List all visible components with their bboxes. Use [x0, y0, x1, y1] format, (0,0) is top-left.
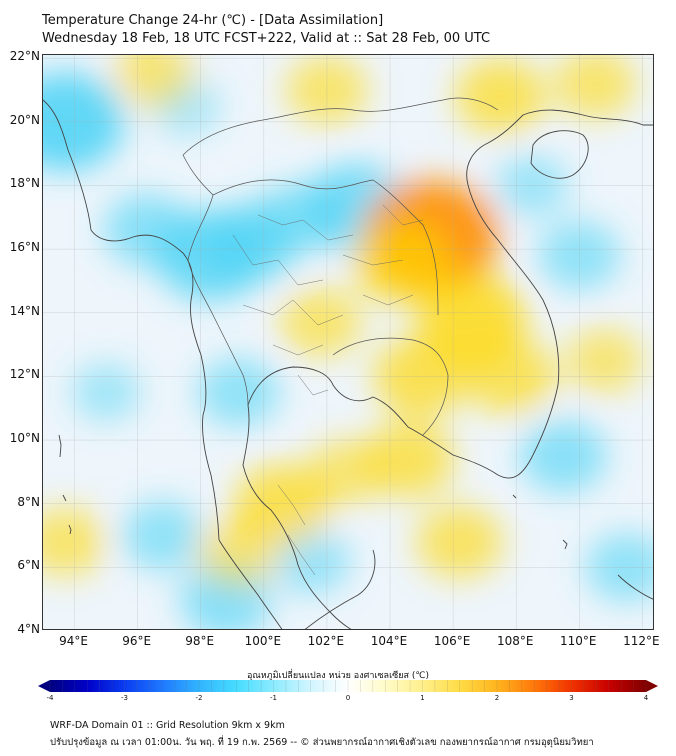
colorbar-max-extend: [646, 680, 658, 692]
colorbar-tick-label: -1: [270, 694, 277, 702]
laos-border: [212, 179, 439, 316]
colorbar-title: อุณหภูมิเปลี่ยนแปลง หน่วย องศาเซลเซียส (…: [246, 671, 430, 681]
latitude-label: 4°N: [17, 622, 40, 636]
footer-model-info: WRF-DA Domain 01 :: Grid Resolution 9km …: [50, 720, 285, 731]
latitude-label: 8°N: [17, 494, 40, 509]
andaman-islands: [58, 434, 72, 535]
longitude-label: 106°E: [433, 634, 471, 648]
latitude-label: 20°N: [9, 112, 40, 127]
latitude-label: 10°N: [9, 431, 40, 446]
temperature-anomaly-17: [352, 219, 453, 304]
colorbar: [38, 680, 658, 692]
colorbar-tick-label: -3: [121, 694, 128, 702]
colorbar-tick-label: 2: [494, 694, 500, 702]
colorbar-tick-label: 0: [345, 694, 351, 702]
lat-lon-grid: [43, 55, 653, 629]
longitude-label: 112°E: [623, 634, 660, 648]
latitude-label: 16°N: [9, 240, 40, 255]
temperature-anomaly-9: [71, 362, 141, 422]
title-line-2: Wednesday 18 Feb, 18 UTC FCST+222, Valid…: [42, 31, 491, 46]
colorbar-tick-label: -4: [46, 694, 54, 702]
malaysia-coast: [304, 549, 653, 629]
hainan-island: [530, 130, 589, 179]
peninsula-coast: [218, 404, 352, 629]
colorbar-tick-label: 1: [420, 694, 425, 702]
natuna-islands: [512, 494, 568, 550]
temperature-anomaly-32: [565, 327, 644, 394]
temperature-anomaly-31: [306, 438, 385, 505]
myanmar-thai-border: [182, 154, 249, 406]
temperature-anomaly-28: [454, 57, 547, 135]
colorbar-tick-label: 4: [643, 694, 649, 702]
gulf-coast: [247, 366, 534, 479]
temperature-anomaly-24: [197, 516, 280, 587]
temperature-anomaly-7: [121, 500, 205, 571]
temperature-anomaly-26: [112, 55, 195, 109]
longitude-label: 108°E: [496, 634, 534, 648]
temperature-anomaly-10: [197, 357, 280, 428]
province-borders: [232, 204, 424, 576]
longitude-label: 100°E: [244, 634, 282, 648]
longitude-label: 94°E: [59, 634, 88, 648]
longitude-label: 96°E: [122, 634, 152, 648]
title-line-1: Temperature Change 24-hr (℃) - [Data Ass…: [42, 13, 384, 28]
latitude-label: 12°N: [9, 367, 40, 382]
colorbar-min-extend: [38, 680, 50, 692]
latitude-label: 14°N: [9, 303, 40, 318]
temperature-anomaly-30: [279, 287, 362, 358]
colorbar-tick-label: -2: [195, 694, 203, 702]
longitude-label: 104°E: [370, 634, 408, 648]
latitude-label: 18°N: [9, 176, 40, 191]
footer-credit: ปรับปรุงข้อมูล ณ เวลา 01:00น. วัน พฤ. ที…: [50, 737, 594, 748]
latitude-label: 6°N: [17, 558, 40, 573]
temperature-anomaly-22: [416, 505, 503, 579]
temperature-anomaly-5: [103, 193, 191, 267]
temperature-field: [43, 55, 653, 629]
china-border: [182, 97, 499, 156]
country-borders: [182, 97, 499, 436]
temperature-anomaly-12: [520, 419, 607, 493]
map-canvas: [43, 55, 653, 629]
temperature-anomaly-29: [553, 55, 637, 119]
colorbar-tick-label: 3: [569, 694, 574, 702]
longitude-label: 102°E: [307, 634, 345, 648]
longitude-label: 98°E: [185, 634, 215, 648]
cambodia-border: [332, 337, 449, 436]
vietnam-coast: [466, 109, 653, 456]
map-title: Temperature Change 24-hr (℃) - [Data Ass…: [42, 12, 490, 48]
latitude-label: 22°N: [9, 49, 40, 64]
longitude-label: 110°E: [560, 634, 597, 648]
temperature-change-map: [42, 54, 654, 630]
